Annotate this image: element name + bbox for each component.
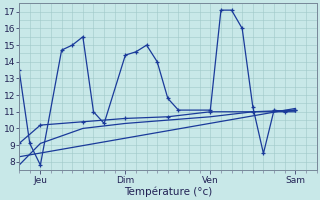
X-axis label: Température (°c): Température (°c) <box>124 186 212 197</box>
